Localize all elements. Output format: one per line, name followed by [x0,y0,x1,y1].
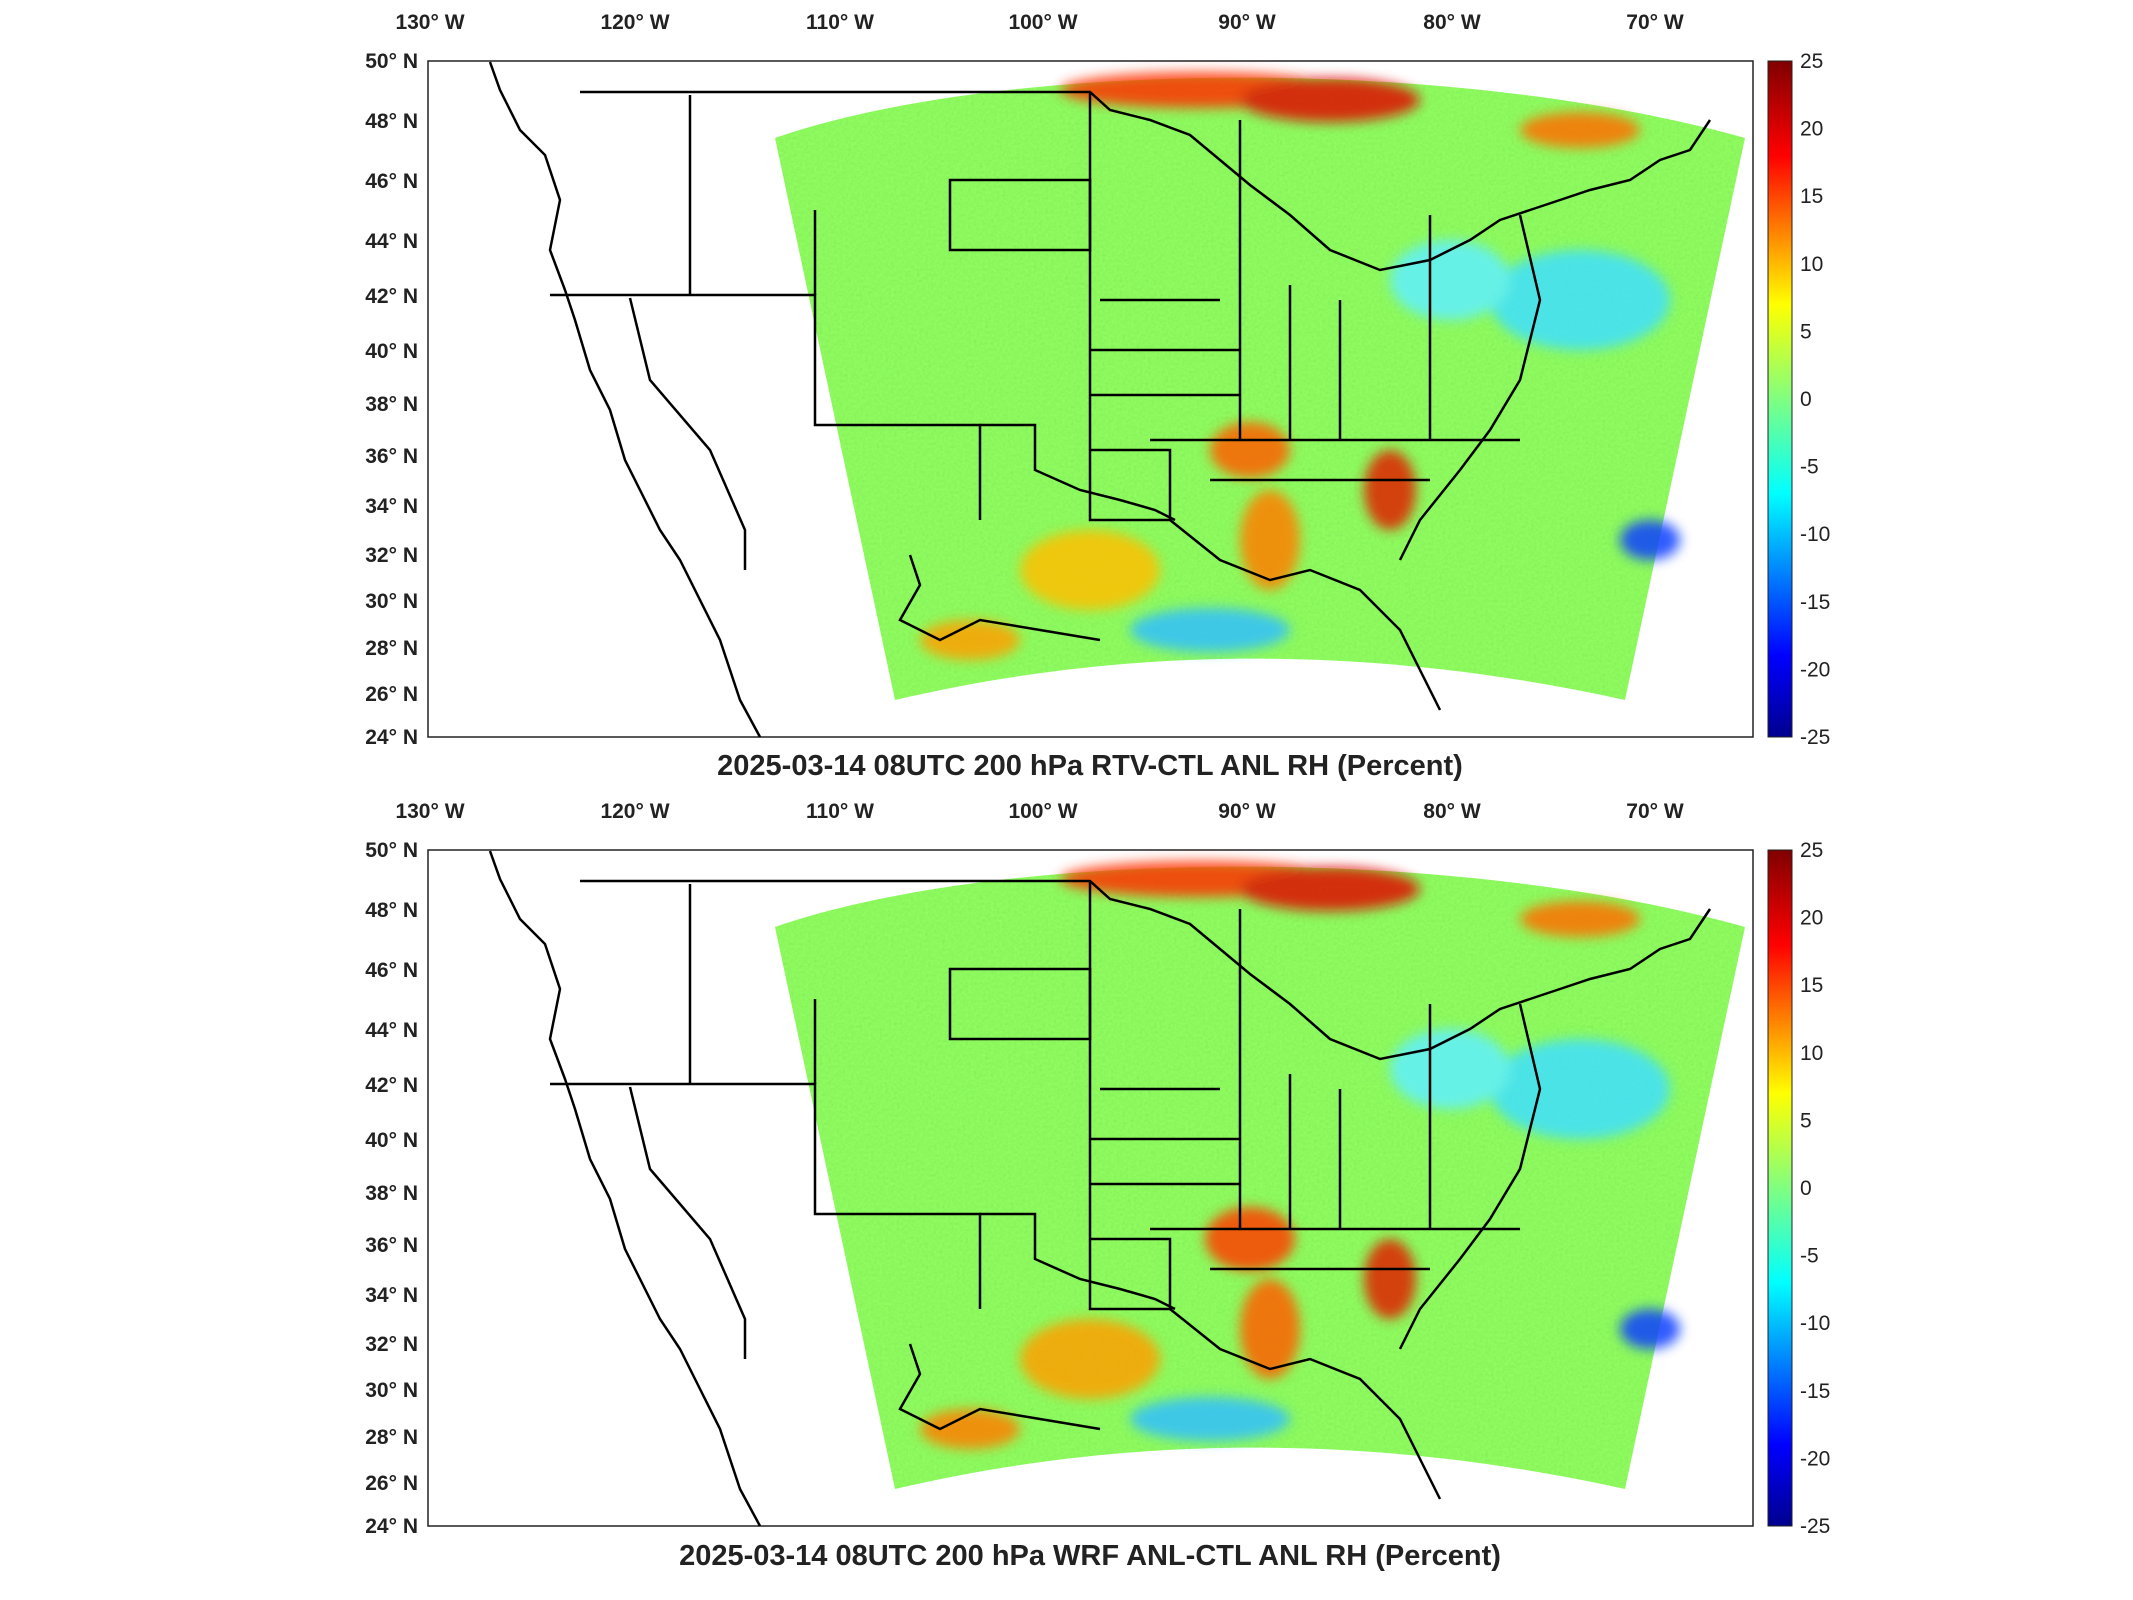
colorbar-tick-label: 0 [1800,388,1812,411]
lat-tick-label: 50° N [365,50,418,73]
lat-tick-label: 26° N [365,1472,418,1495]
lon-tick-label: 80° W [1423,11,1481,34]
panel-title: 2025-03-14 08UTC 200 hPa RTV-CTL ANL RH … [717,750,1463,782]
colorbar-tick-label: -20 [1800,658,1830,681]
lat-tick-label: 30° N [365,1379,418,1402]
colorbar-tick-label: -10 [1800,1312,1830,1335]
lat-tick-label: 48° N [365,899,418,922]
lat-tick-label: 24° N [365,726,418,749]
lat-tick-label: 38° N [365,1182,418,1205]
map-panel-wrf-anl-ctl: 2025-03-14 08UTC 200 hPa WRF ANL-CTL ANL… [427,849,1754,1572]
lat-tick-label: 50° N [365,839,418,862]
lat-tick-label: 38° N [365,393,418,416]
lon-tick-label: 80° W [1423,800,1481,823]
map-panel-rtv-ctl: 2025-03-14 08UTC 200 hPa RTV-CTL ANL RH … [427,60,1754,782]
lat-tick-label: 28° N [365,1426,418,1449]
colorbar-tick-label: 20 [1800,907,1823,930]
lon-tick-label: 110° W [806,11,874,34]
lat-tick-label: 46° N [365,959,418,982]
lon-tick-label: 130° W [395,800,464,823]
colorbar-tick-label: 0 [1800,1177,1812,1200]
colorbar-tick-label: 15 [1800,185,1823,208]
colorbar-tick-label: 10 [1800,253,1823,276]
lat-tick-label: 44° N [365,230,418,253]
lat-tick-label: 40° N [365,340,418,363]
panel-title: 2025-03-14 08UTC 200 hPa WRF ANL-CTL ANL… [679,1540,1501,1572]
colorbar-tick-label: -25 [1800,1515,1830,1538]
lat-tick-label: 30° N [365,590,418,613]
colorbar-tick-label: 25 [1800,50,1823,73]
colorbar-tick-label: -15 [1800,1380,1830,1403]
colorbar-tick-label: -20 [1800,1447,1830,1470]
lon-tick-label: 100° W [1008,11,1077,34]
colorbar-tick-label: -10 [1800,523,1830,546]
lon-tick-label: 120° W [600,11,669,34]
colorbar-tick-label: 10 [1800,1042,1823,1065]
lat-tick-label: 32° N [365,1333,418,1356]
lat-tick-label: 44° N [365,1019,418,1042]
colorbar-tick-label: -25 [1800,726,1830,749]
lat-tick-label: 42° N [365,285,418,308]
axis-tick-labels: 130° W 120° W 110° W 100° W 90° W 80° W 70° W 5… [365,11,1830,1538]
colorbar-tick-label: -15 [1800,591,1830,614]
lat-tick-label: 34° N [365,1284,418,1307]
state-boundaries [488,850,1712,1527]
colorbar-tick-label: 25 [1800,839,1823,862]
lat-tick-label: 40° N [365,1129,418,1152]
lat-tick-label: 32° N [365,544,418,567]
state-boundaries [488,61,1712,738]
lon-tick-label: 100° W [1008,800,1077,823]
colorbar-tick-label: 20 [1800,118,1823,141]
lat-tick-label: 24° N [365,1515,418,1538]
colorbar-tick-label: 15 [1800,974,1823,997]
data-swath [775,72,1745,700]
lat-tick-label: 28° N [365,637,418,660]
lon-tick-label: 130° W [395,11,464,34]
colorbar-tick-label: -5 [1800,456,1819,479]
colorbar [1767,849,1793,1527]
lat-tick-label: 26° N [365,683,418,706]
colorbar-tick-label: 5 [1800,1109,1812,1132]
data-swath [775,861,1745,1489]
lat-tick-label: 48° N [365,110,418,133]
colorbar [1767,60,1793,738]
lat-tick-label: 36° N [365,1234,418,1257]
lat-tick-label: 42° N [365,1074,418,1097]
lon-tick-label: 120° W [600,800,669,823]
lon-tick-label: 70° W [1626,11,1684,34]
lon-tick-label: 110° W [806,800,874,823]
lat-tick-label: 46° N [365,170,418,193]
lat-tick-label: 36° N [365,445,418,468]
lat-tick-label: 34° N [365,495,418,518]
colorbar-tick-label: -5 [1800,1245,1819,1268]
lon-tick-label: 90° W [1218,11,1276,34]
lon-tick-label: 70° W [1626,800,1684,823]
lon-tick-label: 90° W [1218,800,1276,823]
colorbar-tick-label: 5 [1800,320,1812,343]
